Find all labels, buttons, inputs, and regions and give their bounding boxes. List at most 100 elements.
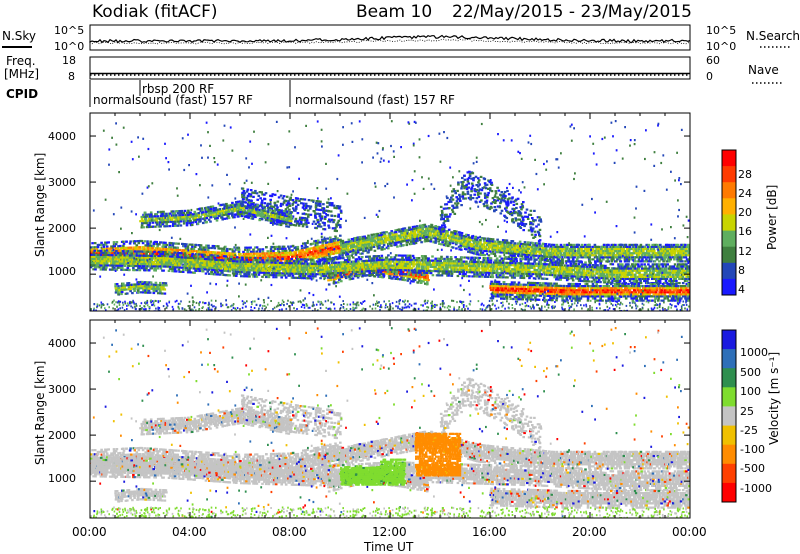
power-cell <box>233 270 236 273</box>
power-cell <box>284 255 287 259</box>
power-cell <box>612 254 616 257</box>
power-cell <box>615 247 619 251</box>
power-cell <box>441 233 445 236</box>
power-cell <box>371 239 374 243</box>
power-cell <box>218 255 221 258</box>
power-cell <box>423 234 427 237</box>
power-cell <box>513 246 517 249</box>
power-cell <box>149 246 153 249</box>
power-cell <box>96 246 100 249</box>
power-cell <box>541 255 545 258</box>
power-cell <box>526 255 530 258</box>
power-cell <box>112 260 115 263</box>
power-cell <box>370 267 373 270</box>
power-cell <box>449 235 452 238</box>
power-cell <box>418 279 421 282</box>
power-cell <box>269 265 273 268</box>
power-cell <box>633 256 637 259</box>
power-cell <box>342 251 346 255</box>
power-cell <box>177 268 181 271</box>
power-cell <box>251 260 255 264</box>
power-cell <box>416 281 420 284</box>
power-cell <box>661 250 664 253</box>
power-cell <box>404 239 408 242</box>
power-cell <box>613 256 617 259</box>
power-cell <box>210 262 214 265</box>
power-cell <box>271 259 275 262</box>
power-cell <box>520 242 523 246</box>
power-cell <box>93 242 97 245</box>
power-cell <box>195 267 198 270</box>
power-cell <box>515 244 518 247</box>
power-cell <box>317 249 321 252</box>
power-cell <box>272 265 276 268</box>
power-cell <box>233 252 237 255</box>
power-cell <box>667 254 671 257</box>
power-cell <box>321 242 324 245</box>
power-cell <box>317 264 321 267</box>
power-cell <box>257 259 261 262</box>
power-cell <box>340 240 343 243</box>
power-cell <box>510 256 514 259</box>
power-cell <box>204 255 208 259</box>
power-cell <box>185 262 188 265</box>
cpid-segment-rbsp: rbsp 200 RF <box>142 82 214 96</box>
power-cell <box>314 244 318 247</box>
power-cell <box>138 250 142 253</box>
power-cell <box>536 250 539 253</box>
power-cell <box>110 251 113 254</box>
power-cell <box>297 262 301 265</box>
power-cell <box>374 241 377 244</box>
power-cell <box>269 273 272 277</box>
power-cell <box>404 274 407 278</box>
power-cell <box>337 249 341 252</box>
power-cell <box>186 265 190 268</box>
power-cell <box>427 279 430 282</box>
power-cell <box>604 245 607 248</box>
power-cell <box>141 258 144 261</box>
power-cell <box>117 249 120 252</box>
power-cell <box>216 260 219 264</box>
power-cell <box>121 246 124 250</box>
power-cell <box>623 260 627 263</box>
power-cell <box>532 252 536 255</box>
power-cell <box>628 243 631 246</box>
power-cell <box>244 248 247 251</box>
power-cell <box>386 236 390 240</box>
power-cell <box>128 248 132 251</box>
power-cell <box>366 255 369 258</box>
power-cell <box>552 254 556 257</box>
power-cell <box>224 267 227 270</box>
power-cell <box>571 256 575 259</box>
power-cell <box>275 270 278 273</box>
power-cell <box>625 245 629 248</box>
power-cell <box>113 253 116 256</box>
power-cell <box>120 268 123 271</box>
power-cell <box>299 255 303 258</box>
power-cell <box>122 252 126 255</box>
power-cell <box>397 234 401 237</box>
power-cell <box>401 278 404 281</box>
power-cell <box>346 258 349 262</box>
power-cell <box>270 261 274 264</box>
power-cell <box>281 266 284 269</box>
power-cell <box>300 247 304 250</box>
power-cell <box>479 251 483 254</box>
power-cell <box>372 237 376 240</box>
power-cell <box>284 251 287 254</box>
power-cell <box>309 247 313 250</box>
power-cell <box>203 260 206 263</box>
power-cell <box>410 240 413 243</box>
power-cell <box>483 239 486 242</box>
power-cell <box>146 254 150 257</box>
power-cell <box>249 256 252 259</box>
power-cell <box>657 252 661 255</box>
power-cell <box>220 263 224 266</box>
power-cell <box>384 241 388 244</box>
power-cell <box>337 271 340 275</box>
power-cell <box>134 262 138 265</box>
power-cell <box>281 274 285 277</box>
power-cell <box>190 261 193 264</box>
power-cell <box>345 265 349 268</box>
power-cell <box>359 268 362 271</box>
